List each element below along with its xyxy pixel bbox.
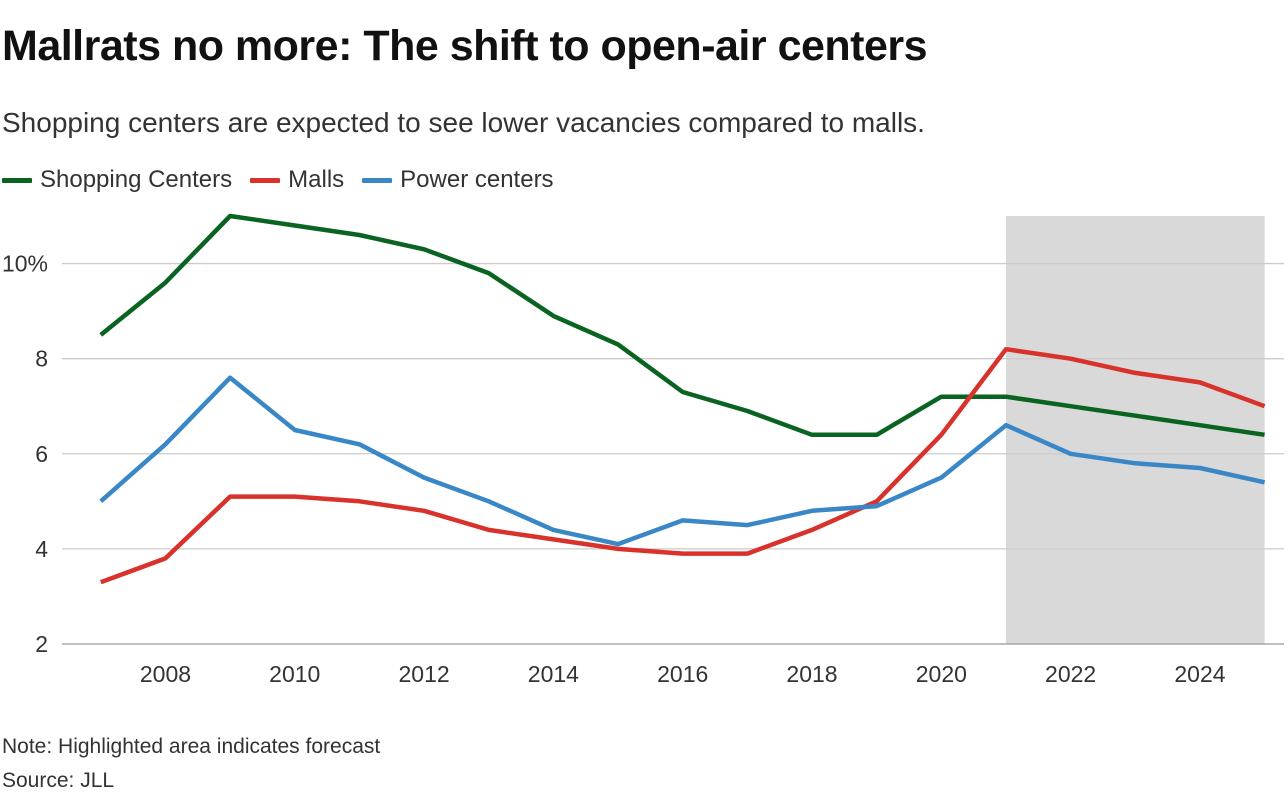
y-tick-label: 2 (35, 631, 48, 657)
legend-swatch-shopping-centers (2, 177, 32, 183)
line-chart: 2 4 6 8 10% 2008 2010 2012 2014 2016 2018 2020 2022 2… (2, 213, 1284, 687)
chart-note: Note: Highlighted area indicates forecas… (2, 735, 381, 758)
series-layer (99, 213, 1266, 585)
legend-label-shopping-centers: Shopping Centers (40, 166, 233, 193)
x-tick-label: 2014 (528, 661, 579, 687)
legend: Shopping Centers Malls Power centers (2, 166, 572, 194)
legend-swatch-power-centers (362, 177, 393, 183)
x-tick-label: 2010 (269, 661, 320, 687)
legend-label-malls: Malls (288, 166, 345, 193)
x-tick-label: 2022 (1045, 661, 1096, 687)
legend-swatch-malls (250, 177, 281, 183)
y-tick-label: 4 (35, 536, 48, 562)
y-tick-label: 10% (2, 251, 48, 277)
legend-item-power-centers: Power centers (362, 166, 554, 194)
series-line-shopping-centers (99, 213, 1265, 438)
legend-label-power-centers: Power centers (400, 166, 554, 193)
x-tick-label: 2018 (786, 661, 837, 687)
series-line-power-centers (99, 375, 1266, 547)
series-line-malls (100, 346, 1266, 585)
chart-subtitle: Shopping centers are expected to see low… (2, 107, 925, 138)
legend-item-shopping-centers: Shopping Centers (2, 166, 232, 194)
x-tick-label: 2016 (657, 661, 708, 687)
chart-title: Mallrats no more: The shift to open-air … (2, 22, 928, 70)
x-tick-label: 2008 (140, 661, 191, 687)
x-tick-label: 2012 (398, 661, 449, 687)
x-tick-label: 2024 (1174, 661, 1225, 687)
y-tick-label: 6 (35, 441, 48, 467)
axis-labels-layer: 2 4 6 8 10% 2008 2010 2012 2014 2016 2018 2020 2022 2… (2, 251, 1226, 687)
chart-source: Source: JLL (2, 769, 115, 792)
y-tick-label: 8 (35, 346, 48, 372)
legend-item-malls: Malls (250, 166, 344, 194)
x-tick-label: 2020 (916, 661, 967, 687)
